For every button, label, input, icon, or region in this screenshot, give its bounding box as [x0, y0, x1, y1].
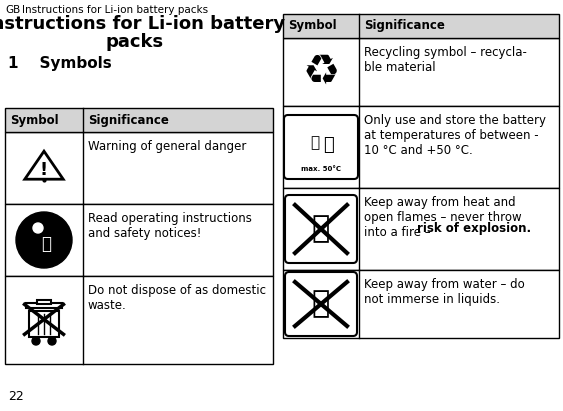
- Text: Keep away from heat and
open flames – never throw
into a fire –: Keep away from heat and open flames – ne…: [364, 196, 522, 239]
- Text: Symbol: Symbol: [288, 19, 337, 32]
- Text: Only use and store the battery
at temperatures of between -
10 °C and +50 °C.: Only use and store the battery at temper…: [364, 114, 546, 157]
- Text: 22: 22: [8, 390, 24, 403]
- Text: 1    Symbols: 1 Symbols: [8, 56, 111, 71]
- Text: Symbol: Symbol: [10, 113, 59, 127]
- Text: ♻: ♻: [302, 51, 339, 93]
- Text: risk of explosion.: risk of explosion.: [417, 222, 531, 235]
- FancyBboxPatch shape: [285, 195, 357, 263]
- Circle shape: [48, 337, 56, 345]
- Text: Instructions for Li-ion battery packs: Instructions for Li-ion battery packs: [22, 5, 208, 15]
- Text: GB: GB: [5, 5, 20, 15]
- Circle shape: [33, 223, 43, 233]
- Bar: [5, 276, 273, 364]
- Text: Keep away from water – do
not immerse in liquids.: Keep away from water – do not immerse in…: [364, 278, 525, 306]
- Text: !: !: [40, 161, 48, 179]
- Circle shape: [16, 212, 72, 268]
- Bar: [5, 108, 273, 132]
- FancyBboxPatch shape: [285, 272, 357, 336]
- Bar: [5, 204, 273, 276]
- Bar: [29, 311, 59, 337]
- Text: Warning of general danger: Warning of general danger: [88, 140, 247, 153]
- Text: Significance: Significance: [364, 19, 445, 32]
- Text: 🔋: 🔋: [310, 136, 320, 150]
- Text: max. 50°C: max. 50°C: [301, 166, 341, 172]
- Text: Significance: Significance: [88, 113, 169, 127]
- Text: Instructions for Li-ion battery: Instructions for Li-ion battery: [0, 15, 285, 33]
- Bar: [5, 132, 273, 204]
- Text: Recycling symbol – recycla-
ble material: Recycling symbol – recycla- ble material: [364, 46, 527, 74]
- FancyBboxPatch shape: [284, 115, 358, 179]
- Text: 💧: 💧: [312, 289, 330, 319]
- Text: packs: packs: [106, 33, 164, 51]
- Bar: [26, 303, 62, 308]
- Circle shape: [32, 337, 40, 345]
- Bar: [283, 106, 559, 188]
- Bar: [283, 270, 559, 338]
- Bar: [283, 188, 559, 270]
- Text: 📋: 📋: [41, 235, 51, 253]
- Bar: [283, 38, 559, 106]
- Bar: [283, 14, 559, 38]
- Text: Read operating instructions
and safety notices!: Read operating instructions and safety n…: [88, 212, 252, 240]
- Bar: [37, 300, 51, 304]
- Text: Do not dispose of as domestic
waste.: Do not dispose of as domestic waste.: [88, 284, 266, 312]
- Text: 🌡: 🌡: [324, 136, 334, 154]
- Text: 🔥: 🔥: [312, 215, 330, 243]
